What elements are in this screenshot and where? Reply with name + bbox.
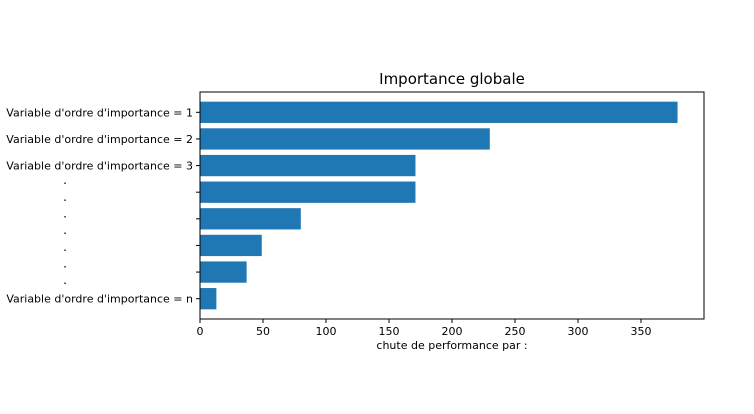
- ellipsis-dot: .: [63, 190, 67, 204]
- x-tick-label: 0: [197, 325, 204, 338]
- ellipsis-dots: .......: [63, 173, 67, 287]
- x-tick-label: 50: [256, 325, 270, 338]
- y-tick-label: Variable d'ordre d'importance = 1: [6, 106, 193, 119]
- ellipsis-dot: .: [63, 206, 67, 220]
- x-tick-label: 250: [505, 325, 526, 338]
- chart-title: Importance globale: [379, 70, 525, 88]
- bar-5: [200, 208, 301, 230]
- ellipsis-dot: .: [63, 256, 67, 270]
- ellipsis-dot: .: [63, 240, 67, 254]
- bar-2: [200, 128, 490, 150]
- y-tick-label: Variable d'ordre d'importance = n: [6, 293, 193, 306]
- ellipsis-dot: .: [63, 173, 67, 187]
- x-tick-label: 300: [568, 325, 589, 338]
- y-axis-ticks: Variable d'ordre d'importance = 1 Variabl…: [6, 106, 200, 306]
- y-tick-label: Variable d'ordre d'importance = 2: [6, 133, 193, 146]
- x-tick-label: 150: [379, 325, 400, 338]
- bar-4: [200, 181, 416, 203]
- ellipsis-dot: .: [63, 223, 67, 237]
- bars-group: [200, 101, 678, 310]
- bar-3: [200, 154, 416, 177]
- x-tick-label: 350: [631, 325, 652, 338]
- x-tick-label: 100: [316, 325, 337, 338]
- plot-frame: [199, 91, 705, 320]
- ellipsis-dot: .: [63, 273, 67, 287]
- bar-8: [200, 288, 217, 310]
- y-tick-label: Variable d'ordre d'importance = 3: [6, 160, 193, 173]
- bar-7: [200, 261, 247, 283]
- x-axis-ticks: 0 50 100 150 200 250 300 350: [197, 319, 652, 338]
- bar-6: [200, 234, 262, 257]
- x-axis-label: chute de performance par :: [376, 339, 527, 352]
- x-tick-label: 200: [442, 325, 463, 338]
- bar-1: [200, 101, 678, 123]
